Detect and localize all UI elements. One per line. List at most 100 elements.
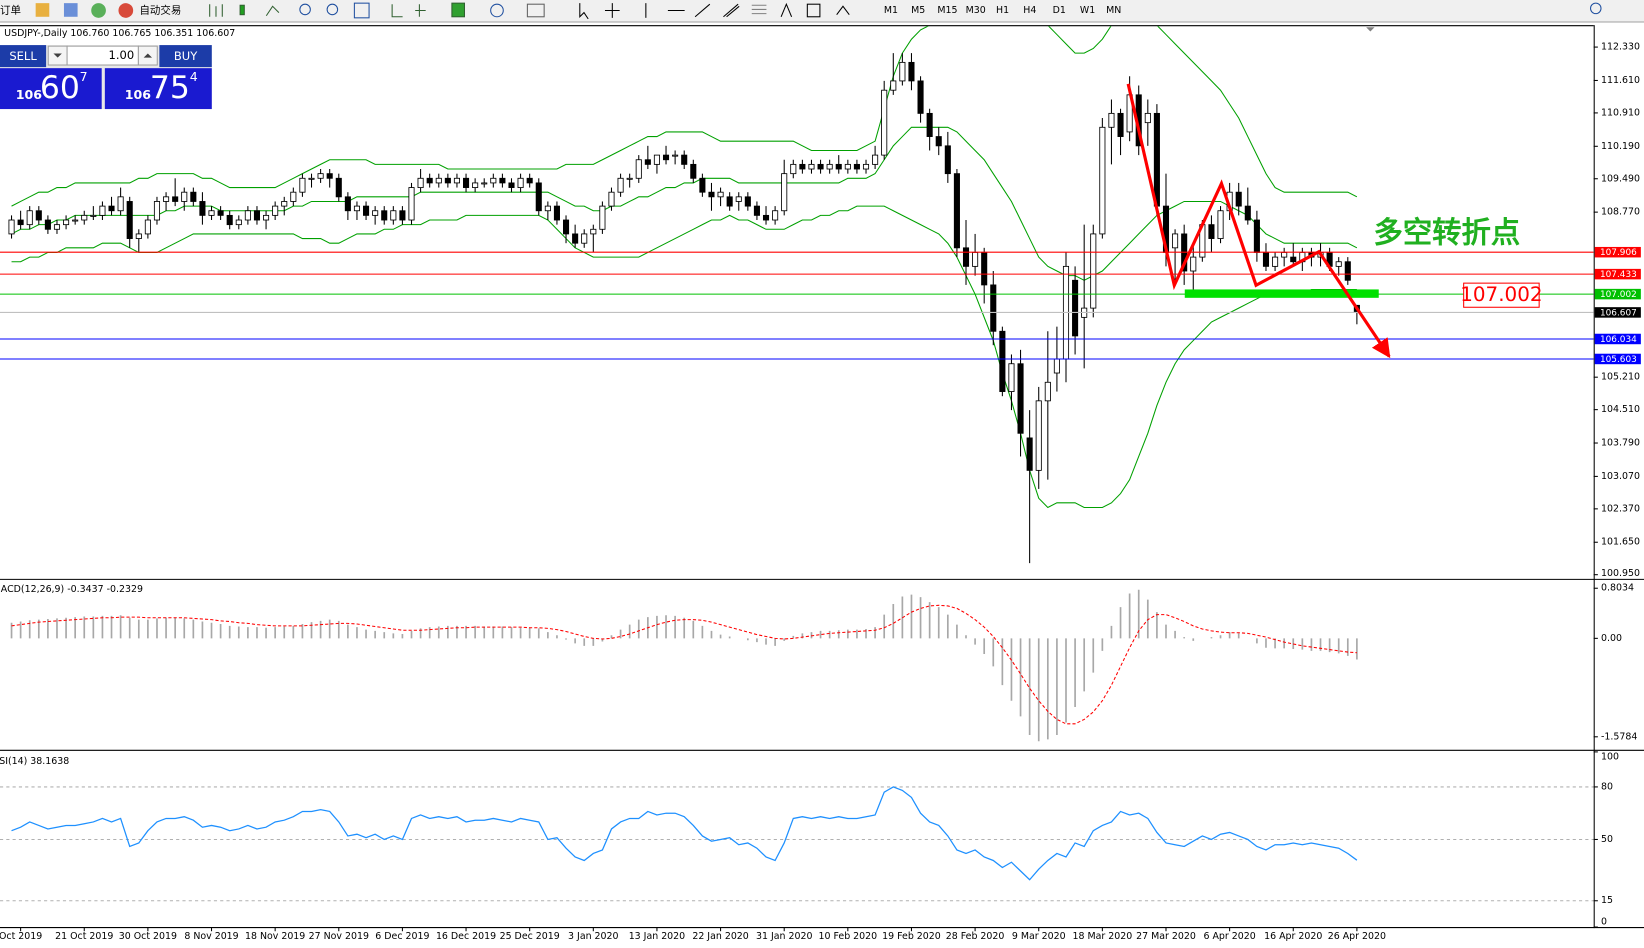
x-tick-label: 6 Apr 2020 xyxy=(1203,931,1255,942)
bid-small[interactable]: 7 xyxy=(80,69,88,84)
candle-body xyxy=(608,191,615,207)
icon[interactable] xyxy=(391,4,403,18)
icon[interactable] xyxy=(806,3,821,18)
icon[interactable] xyxy=(694,3,711,18)
timeframe-button[interactable]: W1 xyxy=(1080,5,1095,16)
candle-body xyxy=(853,163,860,170)
candle-body xyxy=(217,210,224,216)
icon[interactable] xyxy=(91,3,106,18)
icon[interactable] xyxy=(780,2,793,17)
ask-main[interactable]: 75 xyxy=(150,70,190,106)
icon[interactable] xyxy=(490,3,504,18)
x-tick-label: 10 Feb 2020 xyxy=(819,931,878,942)
timeframe-button[interactable]: M30 xyxy=(966,5,986,16)
icon[interactable] xyxy=(265,5,280,17)
timeframe-button[interactable]: M5 xyxy=(911,5,925,16)
y-tick-label: 103.790 xyxy=(1601,438,1640,449)
buy-button[interactable] xyxy=(159,45,212,68)
candle-body xyxy=(108,205,115,212)
icon[interactable] xyxy=(836,5,850,15)
icon[interactable] xyxy=(604,3,620,18)
candle-body xyxy=(517,177,524,188)
auto-trading-icon[interactable] xyxy=(118,3,134,18)
icon[interactable] xyxy=(63,3,78,17)
chart-tools[interactable] xyxy=(209,2,850,20)
candle-body xyxy=(999,330,1006,392)
ask-big[interactable]: 106 xyxy=(125,87,152,102)
search-icon[interactable] xyxy=(1590,2,1602,15)
candle-body xyxy=(81,214,88,221)
ask-small[interactable]: 4 xyxy=(190,69,198,84)
bid-big[interactable]: 106 xyxy=(16,87,43,102)
order-button[interactable]: 订单 xyxy=(0,4,21,16)
candle-body xyxy=(272,205,279,216)
y-tick-label: 111.610 xyxy=(1601,75,1640,86)
candle-body xyxy=(962,247,970,267)
auto-trading-button[interactable]: 自动交易 xyxy=(139,3,181,16)
icon[interactable] xyxy=(451,2,465,18)
candle-body xyxy=(17,219,24,226)
candle-body xyxy=(1244,205,1251,221)
lot-value[interactable]: 1.00 xyxy=(109,48,135,62)
candle-body xyxy=(1044,381,1051,402)
candle-body xyxy=(553,205,560,221)
icon[interactable] xyxy=(415,4,426,17)
timeframe-button[interactable]: H4 xyxy=(1023,5,1036,16)
icon[interactable] xyxy=(751,4,767,15)
candle-body xyxy=(1344,261,1351,281)
timeframe-button[interactable]: M15 xyxy=(937,5,957,16)
y-tick-label: 105.210 xyxy=(1601,372,1640,383)
candle-body xyxy=(1090,233,1097,309)
candle-body xyxy=(1144,112,1151,124)
icon[interactable] xyxy=(526,3,545,18)
one-click-trading: SELL 1.00 BUY 106 60 7 106 75 4 xyxy=(0,45,212,110)
ask-box[interactable] xyxy=(104,68,212,110)
candle-body xyxy=(599,205,606,230)
candle-body xyxy=(263,214,270,221)
bid-box[interactable] xyxy=(0,68,102,110)
candle-body xyxy=(844,163,851,170)
price-level-tag xyxy=(1594,333,1641,345)
candle-body xyxy=(981,252,988,286)
line xyxy=(11,126,1358,281)
candle-body xyxy=(1281,252,1288,258)
candle-body xyxy=(235,219,242,226)
candle-body xyxy=(872,154,879,165)
candle-body xyxy=(90,214,97,217)
candle-body xyxy=(181,191,188,202)
candle-body xyxy=(426,177,433,184)
candle-body xyxy=(299,177,306,193)
icon[interactable] xyxy=(35,3,50,17)
candle-body xyxy=(1190,256,1197,272)
icon[interactable] xyxy=(299,3,311,16)
candle-body xyxy=(1108,112,1115,128)
y-tick-label: 110.190 xyxy=(1601,141,1640,152)
candle-body xyxy=(926,112,933,137)
candle-body xyxy=(344,196,351,212)
buy-label[interactable]: BUY xyxy=(174,49,198,63)
icon[interactable] xyxy=(209,4,223,17)
icon[interactable] xyxy=(239,4,245,16)
candle-body xyxy=(753,205,760,216)
timeframe-button[interactable]: M1 xyxy=(884,5,898,16)
candle-body xyxy=(735,196,742,202)
price-level-label: 106.034 xyxy=(1600,335,1637,345)
candle-body xyxy=(1208,224,1215,239)
y-tick-label: 50 xyxy=(1601,834,1613,845)
icon[interactable] xyxy=(723,3,740,18)
bid-main[interactable]: 60 xyxy=(40,70,80,106)
candle-body xyxy=(908,61,915,82)
sell-label[interactable]: SELL xyxy=(9,49,37,63)
candle-body xyxy=(44,219,51,230)
timeframe-button[interactable]: D1 xyxy=(1053,5,1066,16)
macd-panel xyxy=(10,589,1358,742)
candle-body xyxy=(63,219,70,226)
icon[interactable] xyxy=(326,3,339,16)
icon[interactable] xyxy=(353,2,370,19)
icon[interactable] xyxy=(579,3,589,20)
sell-button[interactable] xyxy=(0,45,47,68)
candle-body xyxy=(581,233,588,244)
candle-body xyxy=(672,154,679,157)
timeframe-button[interactable]: H1 xyxy=(996,5,1009,16)
timeframe-button[interactable]: MN xyxy=(1106,5,1121,16)
